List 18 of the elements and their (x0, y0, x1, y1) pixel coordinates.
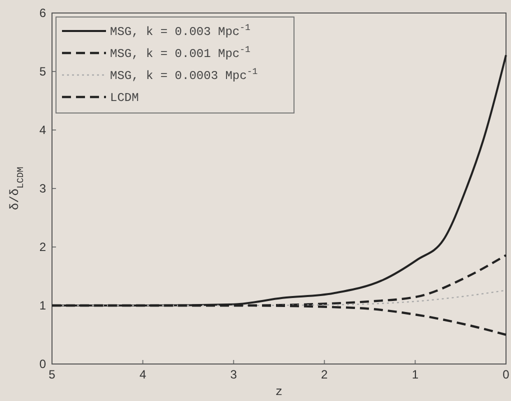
x-tick-label: 4 (139, 368, 146, 382)
x-tick-label: 1 (412, 368, 419, 382)
legend-label: MSG, k = 0.001 Mpc$^{-1}$ (110, 45, 250, 61)
x-tick-label: 2 (321, 368, 328, 382)
y-tick-label: 2 (39, 240, 46, 254)
y-tick-label: 3 (39, 181, 46, 196)
y-tick-label: 6 (39, 6, 46, 20)
y-tick-label: 0 (39, 356, 46, 371)
x-tick-label: 5 (48, 368, 56, 382)
legend-label: MSG, k = 0.003 Mpc$^{-1}$ (110, 23, 250, 39)
legend-label: LCDM (110, 91, 139, 105)
legend-label: MSG, k = 0.0003 Mpc$^{-1}$ (110, 67, 258, 83)
x-tick-label: 3 (230, 368, 238, 382)
y-tick-label: 1 (39, 298, 46, 312)
x-tick-label: 0 (502, 368, 510, 382)
x-axis-title: z (275, 385, 283, 399)
y-tick-label: 4 (39, 122, 46, 137)
y-tick-label: 5 (39, 64, 46, 78)
